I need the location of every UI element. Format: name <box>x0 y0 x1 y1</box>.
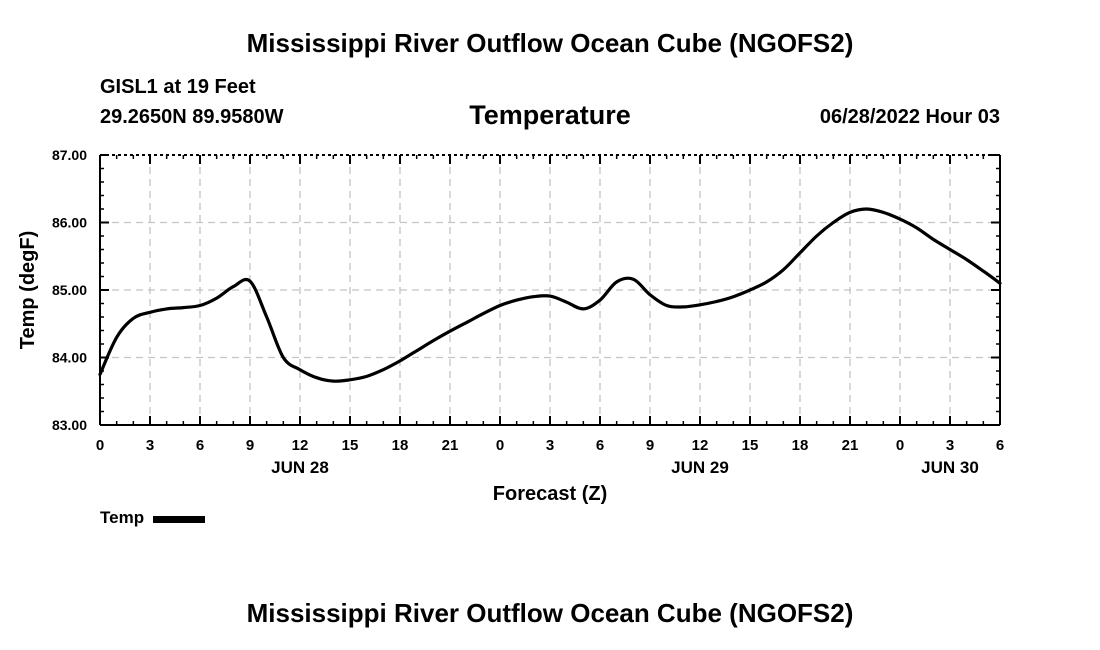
x-tick-label: 9 <box>246 437 254 454</box>
x-tick-label: 3 <box>546 437 554 454</box>
x-tick-label: 0 <box>896 437 904 454</box>
y-tick-label: 86.00 <box>52 215 87 231</box>
y-axis-title: Temp (degF) <box>17 231 39 350</box>
x-tick-label: 3 <box>946 437 954 454</box>
x-tick-label: 21 <box>442 437 459 454</box>
y-tick-label: 87.00 <box>52 147 87 163</box>
station-coordinates: 29.2650N 89.9580W <box>100 106 284 128</box>
x-tick-label: 3 <box>146 437 154 454</box>
x-tick-label: 12 <box>292 437 309 454</box>
main-title: Mississippi River Outflow Ocean Cube (NG… <box>246 28 854 58</box>
x-date-label: JUN 30 <box>921 458 979 477</box>
x-tick-label: 12 <box>692 437 709 454</box>
forecast-datetime: 06/28/2022 Hour 03 <box>819 106 1000 128</box>
x-tick-label: 18 <box>392 437 409 454</box>
x-axis-title: Forecast (Z) <box>493 483 607 505</box>
x-tick-label: 0 <box>96 437 104 454</box>
x-tick-label: 9 <box>646 437 654 454</box>
x-date-label: JUN 29 <box>671 458 729 477</box>
y-tick-label: 83.00 <box>52 417 87 433</box>
legend-line-swatch <box>153 516 206 523</box>
x-tick-label: 18 <box>792 437 809 454</box>
chart-title: Temperature <box>469 100 631 130</box>
x-tick-label: 15 <box>342 437 359 454</box>
x-date-label: JUN 28 <box>271 458 329 477</box>
x-tick-label: 21 <box>842 437 859 454</box>
x-tick-label: 6 <box>196 437 204 454</box>
legend-label: Temp <box>100 508 145 527</box>
x-tick-label: 6 <box>996 437 1004 454</box>
station-label: GISL1 at 19 Feet <box>100 76 256 98</box>
legend: Temp <box>100 508 206 528</box>
footer-title: Mississippi River Outflow Ocean Cube (NG… <box>246 598 854 628</box>
y-tick-label: 85.00 <box>52 282 87 298</box>
x-tick-label: 0 <box>496 437 504 454</box>
series-line-temp <box>98 207 1002 383</box>
y-tick-label: 84.00 <box>52 350 87 366</box>
x-tick-label: 15 <box>742 437 759 454</box>
x-tick-label: 6 <box>596 437 604 454</box>
